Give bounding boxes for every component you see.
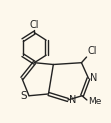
Text: N: N: [69, 95, 77, 105]
Text: Cl: Cl: [30, 20, 39, 30]
Text: S: S: [21, 91, 27, 101]
Text: Me: Me: [88, 97, 102, 106]
Text: N: N: [90, 73, 97, 83]
Text: Cl: Cl: [87, 46, 97, 56]
